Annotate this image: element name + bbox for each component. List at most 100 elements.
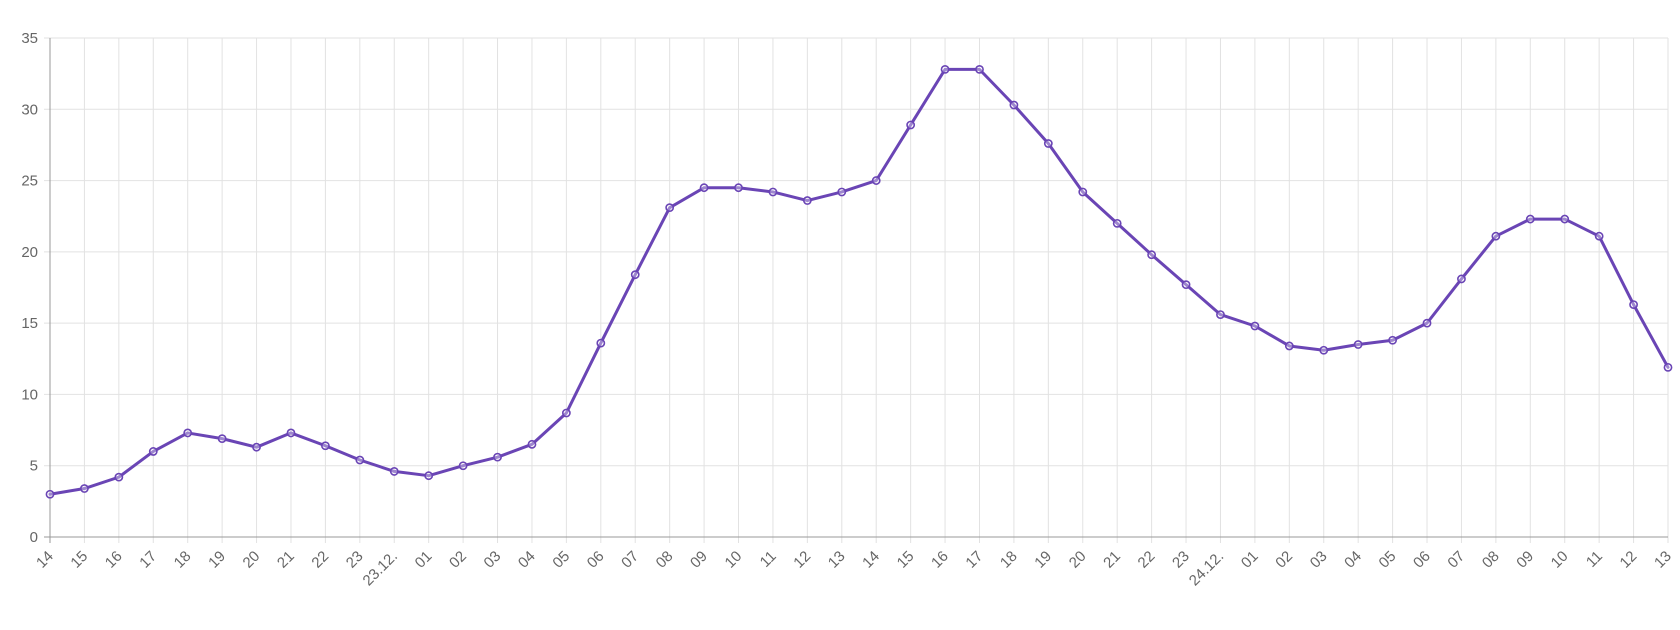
data-point[interactable] <box>1663 362 1673 372</box>
x-tick-label: 02 <box>446 548 470 572</box>
x-tick-label: 10 <box>1548 548 1572 572</box>
data-point[interactable] <box>217 434 227 444</box>
x-tick-label: 20 <box>240 548 264 572</box>
x-tick-label: 16 <box>102 548 126 572</box>
x-tick-label: 18 <box>997 548 1021 572</box>
data-point[interactable] <box>906 120 916 130</box>
x-tick-label: 01 <box>412 548 436 572</box>
x-tick-label: 02 <box>1272 548 1296 572</box>
x-tick-label: 01 <box>1238 548 1262 572</box>
data-point[interactable] <box>1284 341 1294 351</box>
data-point[interactable] <box>802 196 812 205</box>
y-tick-label: 5 <box>30 458 38 475</box>
data-point[interactable] <box>1319 345 1329 355</box>
x-tick-label: 03 <box>481 548 505 572</box>
x-tick-label: 16 <box>928 548 952 572</box>
data-point[interactable] <box>458 461 468 471</box>
data-point[interactable] <box>1181 280 1191 290</box>
x-tick-label: 11 <box>1583 548 1606 571</box>
data-point[interactable] <box>114 472 124 482</box>
x-tick-label: 17 <box>962 548 986 572</box>
data-point[interactable] <box>148 447 158 456</box>
x-tick-label: 21 <box>274 548 298 572</box>
x-tick-label: 05 <box>549 548 573 572</box>
x-tick-label: 22 <box>1135 548 1159 572</box>
y-tick-label: 10 <box>21 386 38 403</box>
data-point[interactable] <box>1216 310 1225 319</box>
x-tick-label: 15 <box>67 548 91 572</box>
data-point[interactable] <box>527 439 537 449</box>
data-point[interactable] <box>1491 231 1501 241</box>
data-point[interactable] <box>1525 214 1535 224</box>
x-tick-label: 19 <box>205 548 229 572</box>
series-line <box>48 67 1670 496</box>
data-point[interactable] <box>1250 321 1260 331</box>
data-point[interactable] <box>1353 340 1363 349</box>
data-point[interactable] <box>975 64 984 74</box>
data-point[interactable] <box>630 270 640 280</box>
data-point[interactable] <box>45 489 55 499</box>
data-point[interactable] <box>1043 139 1053 148</box>
x-tick-label: 14 <box>859 548 883 572</box>
y-axis-tick-labels: 0 5 10 15 20 25 30 35 <box>21 30 38 546</box>
data-point[interactable] <box>768 187 778 197</box>
data-point[interactable] <box>1422 318 1432 328</box>
y-tick-label: 0 <box>30 529 38 546</box>
data-point[interactable] <box>1078 187 1088 197</box>
data-point[interactable] <box>561 408 571 418</box>
data-point[interactable] <box>1112 218 1122 228</box>
y-tick-label: 25 <box>21 173 38 190</box>
data-point[interactable] <box>596 338 606 348</box>
data-point[interactable] <box>871 176 881 185</box>
data-point[interactable] <box>1594 231 1604 241</box>
y-tick-label: 20 <box>21 244 38 261</box>
data-point[interactable] <box>183 428 193 438</box>
x-tick-label: 04 <box>1341 548 1365 572</box>
data-point[interactable] <box>286 428 296 438</box>
x-tick-label: 06 <box>1410 548 1434 572</box>
data-point[interactable] <box>424 471 434 481</box>
data-point[interactable] <box>1388 335 1397 345</box>
data-point[interactable] <box>1009 100 1019 110</box>
data-point[interactable] <box>940 64 950 74</box>
x-tick-label: 22 <box>308 548 332 572</box>
data-point[interactable] <box>665 203 675 213</box>
data-point[interactable] <box>1629 300 1638 310</box>
axes <box>44 38 1668 543</box>
x-tick-label: 08 <box>653 548 677 572</box>
data-point[interactable] <box>1457 274 1466 284</box>
x-tick-label: 20 <box>1066 548 1090 572</box>
data-point[interactable] <box>1560 214 1570 224</box>
x-tick-label: 23 <box>1169 548 1193 572</box>
x-tick-label: 08 <box>1479 548 1503 572</box>
data-point[interactable] <box>80 484 89 493</box>
data-point[interactable] <box>252 442 261 452</box>
data-point[interactable] <box>389 467 399 476</box>
y-tick-label: 30 <box>21 101 38 118</box>
data-point[interactable] <box>321 441 330 451</box>
x-tick-label: 09 <box>687 548 711 572</box>
x-tick-label: 14 <box>33 548 57 572</box>
grid-lines <box>44 37 1669 543</box>
x-tick-label: 13 <box>1651 548 1675 572</box>
x-tick-label: 23 <box>343 548 367 572</box>
data-point[interactable] <box>734 183 743 193</box>
data-point[interactable] <box>1147 250 1157 260</box>
x-tick-label: 03 <box>1307 548 1331 572</box>
data-point[interactable] <box>699 183 709 193</box>
x-tick-label: 11 <box>757 548 780 571</box>
x-tick-label: 21 <box>1100 548 1124 572</box>
data-point[interactable] <box>493 452 502 462</box>
x-tick-label: 07 <box>1444 548 1468 572</box>
x-tick-label: 18 <box>171 548 195 572</box>
x-tick-label: 12 <box>790 548 814 572</box>
x-tick-label: 09 <box>1513 548 1537 572</box>
x-tick-label: 12 <box>1617 548 1641 572</box>
x-tick-label: 10 <box>722 548 746 572</box>
data-series <box>45 64 1673 499</box>
data-point[interactable] <box>355 455 365 465</box>
data-point[interactable] <box>837 187 847 197</box>
x-tick-label: 05 <box>1376 548 1400 572</box>
